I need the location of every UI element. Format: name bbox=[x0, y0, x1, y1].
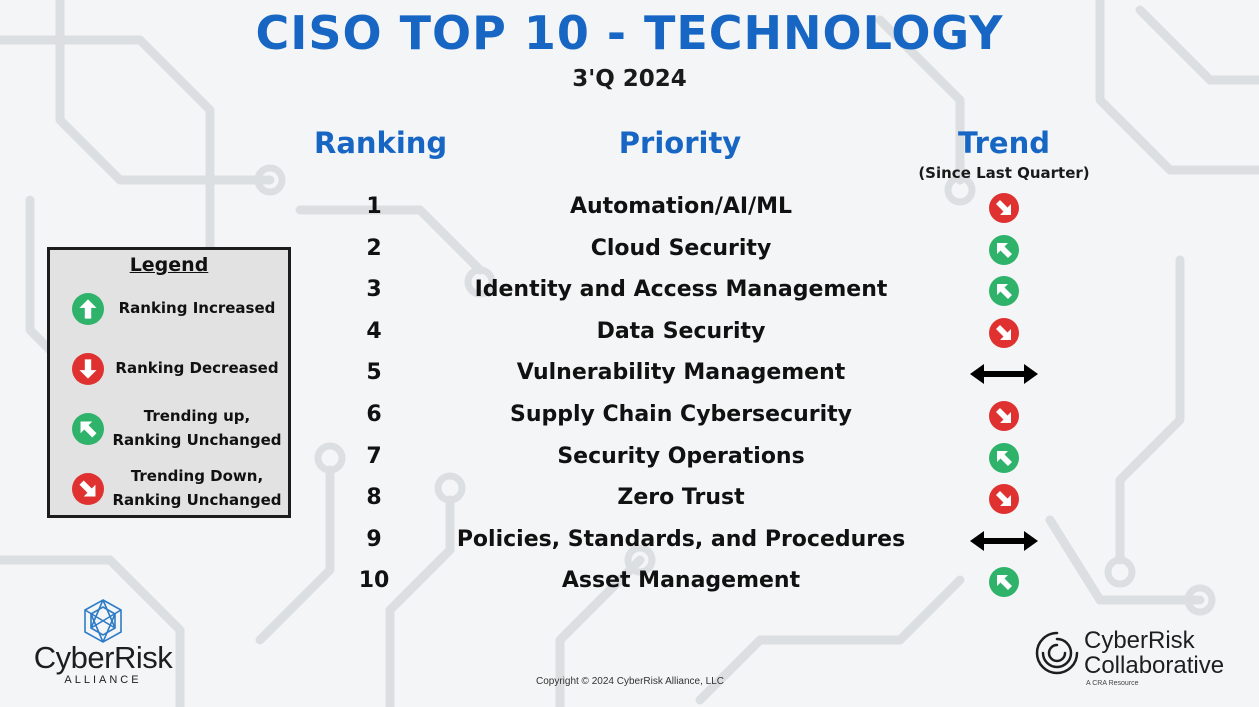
legend-icon bbox=[72, 353, 104, 385]
legend-label: Ranking Decreased bbox=[115, 359, 279, 377]
arrow-up-left-icon bbox=[989, 442, 1019, 473]
trend-indicator bbox=[966, 313, 1042, 353]
rank-number: 5 bbox=[366, 360, 382, 386]
rank-number: 8 bbox=[366, 485, 382, 511]
legend-label: Trending up, Ranking Unchanged bbox=[112, 407, 282, 449]
trend-badge bbox=[989, 442, 1019, 473]
priority-name: Cloud Security bbox=[590, 235, 772, 261]
trend-badge bbox=[989, 276, 1019, 307]
arrow-down-right-icon bbox=[72, 473, 104, 505]
legend-item: Ranking Decreased bbox=[50, 344, 288, 392]
priority-name: Policies, Standards, and Procedures bbox=[456, 526, 906, 552]
page-title: CISO TOP 10 - TECHNOLOGY bbox=[255, 6, 1004, 60]
legend-icon bbox=[72, 293, 104, 325]
trend-indicator bbox=[966, 396, 1042, 436]
trend-badge bbox=[989, 234, 1019, 265]
trend-badge bbox=[989, 567, 1019, 598]
rank-number: 7 bbox=[366, 443, 382, 469]
arrow-down-icon bbox=[72, 353, 104, 385]
cyberrisk-alliance-sub: ALLIANCE bbox=[64, 674, 142, 686]
rank-number: 1 bbox=[366, 194, 382, 219]
trend-indicator bbox=[966, 188, 1042, 228]
priority-row: 10 Asset Management bbox=[0, 562, 1259, 602]
legend-icon bbox=[72, 473, 104, 505]
trend-badge bbox=[989, 401, 1019, 431]
arrow-down-right-icon bbox=[989, 401, 1019, 431]
cyberrisk-alliance-name: CyberRisk bbox=[33, 640, 173, 675]
legend-item: Trending Down, Ranking Unchanged bbox=[50, 464, 288, 512]
arrow-down-right-icon bbox=[989, 317, 1019, 348]
rank-number: 2 bbox=[366, 235, 382, 261]
priority-row: 7 Security Operations bbox=[0, 438, 1259, 478]
legend-item: Ranking Increased bbox=[50, 284, 288, 332]
rank-number: 4 bbox=[366, 318, 382, 344]
legend-item: Trending up, Ranking Unchanged bbox=[50, 404, 288, 452]
priority-name: Security Operations bbox=[557, 443, 805, 469]
cyberrisk-collaborative-logo: CyberRisk Collaborative A CRA Resource bbox=[1034, 626, 1254, 696]
arrow-up-icon bbox=[72, 293, 104, 325]
legend-label: Ranking Increased bbox=[118, 299, 276, 317]
trend-indicator bbox=[966, 562, 1042, 602]
trend-column-note: (Since Last Quarter) bbox=[918, 164, 1090, 182]
trend-indicator bbox=[966, 479, 1042, 519]
arrow-up-left-icon bbox=[989, 567, 1019, 598]
trend-indicator bbox=[966, 354, 1042, 394]
priority-row: 2 Cloud Security bbox=[0, 230, 1259, 270]
legend-title: Legend bbox=[129, 254, 209, 276]
collaborative-swirl-icon bbox=[1035, 631, 1079, 675]
period-subtitle: 3'Q 2024 bbox=[572, 66, 687, 92]
rank-number: 9 bbox=[366, 526, 382, 552]
legend-icon bbox=[72, 413, 104, 445]
legend-label: Trending Down, Ranking Unchanged bbox=[112, 467, 282, 509]
trend-indicator bbox=[966, 271, 1042, 311]
trend-badge bbox=[989, 484, 1019, 515]
priority-name: Automation/AI/ML bbox=[569, 194, 793, 219]
trend-indicator bbox=[966, 438, 1042, 478]
cyberrisk-alliance-emblem bbox=[84, 599, 122, 643]
cyberrisk-alliance-logo: CyberRisk ALLIANCE bbox=[22, 598, 184, 690]
trend-indicator bbox=[966, 521, 1042, 561]
priority-column-header: Priority bbox=[618, 126, 742, 160]
priority-name: Supply Chain Cybersecurity bbox=[509, 402, 853, 427]
priority-row: 8 Zero Trust bbox=[0, 479, 1259, 519]
rank-number: 6 bbox=[366, 402, 382, 427]
collaborative-logo-line1: CyberRisk bbox=[1084, 627, 1195, 654]
arrow-down-right-icon bbox=[989, 484, 1019, 515]
priority-name: Asset Management bbox=[561, 568, 801, 594]
priority-row: 6 Supply Chain Cybersecurity bbox=[0, 396, 1259, 436]
trend-badge bbox=[989, 317, 1019, 348]
arrow-up-left-icon bbox=[989, 234, 1019, 265]
priority-row: 3 Identity and Access Management bbox=[0, 271, 1259, 311]
arrow-up-left-icon bbox=[989, 276, 1019, 307]
priority-name: Identity and Access Management bbox=[474, 277, 888, 303]
rank-number: 3 bbox=[366, 277, 382, 303]
double-arrow-icon bbox=[970, 530, 1038, 551]
priority-row: 4 Data Security bbox=[0, 313, 1259, 353]
trend-column-header: Trend bbox=[958, 126, 1050, 160]
priority-name: Vulnerability Management bbox=[516, 360, 846, 386]
trend-indicator bbox=[966, 230, 1042, 270]
copyright-notice: Copyright © 2024 CyberRisk Alliance, LLC bbox=[535, 676, 724, 687]
priority-name: Zero Trust bbox=[617, 485, 745, 511]
collaborative-logo-sub: A CRA Resource bbox=[1086, 680, 1139, 687]
arrow-down-right-icon bbox=[989, 193, 1019, 223]
arrow-up-left-icon bbox=[72, 413, 104, 445]
priority-row: 9 Policies, Standards, and Procedures bbox=[0, 521, 1259, 561]
trend-badge bbox=[989, 193, 1019, 223]
priority-row: 1 Automation/AI/ML bbox=[0, 188, 1259, 228]
collaborative-logo-line2: Collaborative bbox=[1084, 652, 1225, 679]
legend-box: Legend Ranking Increased Ranking Decrease… bbox=[47, 247, 291, 518]
double-arrow-icon bbox=[970, 364, 1038, 385]
priority-row: 5 Vulnerability Management bbox=[0, 354, 1259, 394]
rank-number: 10 bbox=[358, 568, 390, 594]
priority-name: Data Security bbox=[596, 318, 766, 344]
ranking-column-header: Ranking bbox=[314, 126, 448, 160]
